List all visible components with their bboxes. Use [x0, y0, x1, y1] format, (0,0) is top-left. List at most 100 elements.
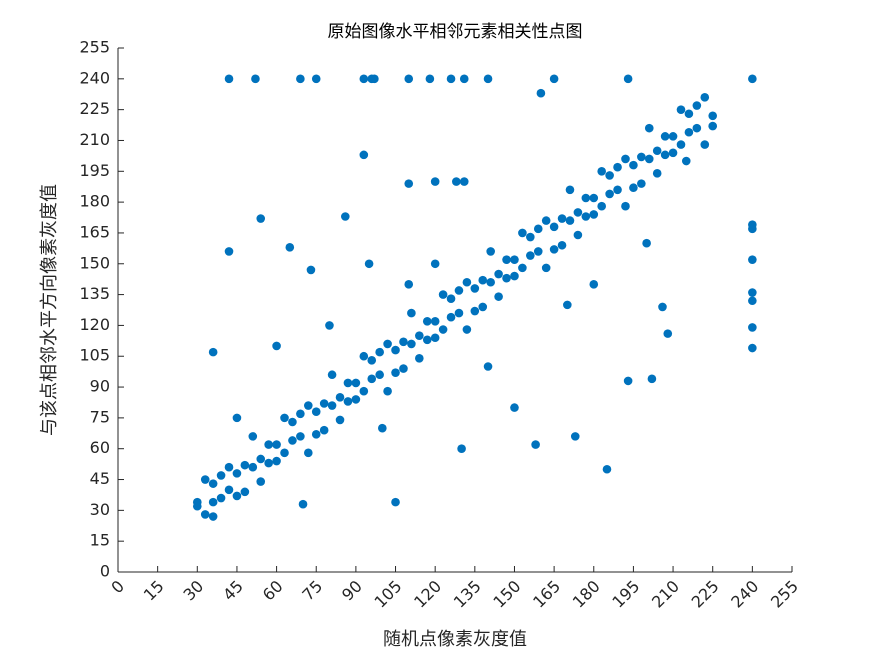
y-tick-label: 15 [90, 531, 110, 550]
point [708, 111, 718, 121]
x-tick-label: 45 [219, 577, 247, 605]
x-tick-label: 225 [688, 577, 723, 612]
point [684, 109, 694, 119]
point [589, 280, 599, 289]
point [642, 238, 651, 248]
point [378, 423, 387, 433]
point [647, 374, 657, 384]
point [446, 312, 456, 322]
point [325, 321, 334, 330]
point [533, 247, 543, 256]
point [573, 208, 583, 217]
point [470, 306, 480, 316]
point [526, 251, 535, 260]
point [549, 222, 559, 232]
point [470, 284, 480, 293]
point [748, 296, 757, 306]
y-tick-label: 60 [90, 438, 110, 457]
point [563, 300, 572, 310]
point [581, 193, 591, 203]
y-tick-label: 150 [79, 253, 110, 272]
point [483, 362, 493, 371]
point [364, 259, 374, 269]
point [613, 162, 622, 172]
point [676, 105, 686, 114]
point [536, 88, 546, 98]
point [383, 339, 392, 349]
point [248, 432, 258, 441]
point [494, 292, 503, 301]
point [459, 177, 469, 186]
point [748, 343, 757, 353]
point [652, 169, 662, 178]
point [224, 74, 234, 84]
point [425, 74, 435, 84]
point [192, 497, 202, 507]
point [296, 74, 305, 84]
point [200, 510, 210, 519]
point [404, 179, 414, 188]
point [304, 401, 313, 410]
point [298, 499, 308, 509]
point [681, 156, 691, 166]
point [280, 448, 289, 458]
point [510, 403, 519, 412]
x-tick-label: 240 [727, 577, 762, 612]
point [700, 140, 710, 149]
point [438, 325, 448, 334]
point [557, 240, 567, 250]
y-tick-label: 165 [79, 222, 110, 241]
y-tick-label: 195 [79, 161, 110, 180]
point [526, 232, 535, 242]
point [581, 212, 591, 221]
point [272, 341, 281, 351]
y-axis-label: 与该点相邻水平方向像素灰度值 [39, 184, 60, 436]
y-tick-label: 240 [79, 68, 110, 87]
point [216, 471, 226, 480]
point [422, 335, 432, 345]
y-tick-label: 135 [79, 284, 110, 303]
point [623, 74, 633, 84]
point [383, 386, 392, 396]
point [256, 214, 266, 223]
point [375, 347, 384, 357]
point [208, 479, 218, 488]
x-tick-label: 150 [489, 577, 524, 612]
y-tick-label: 210 [79, 130, 110, 149]
point [565, 216, 575, 225]
point [327, 370, 337, 380]
point [597, 166, 606, 176]
point [430, 259, 440, 269]
point [446, 74, 456, 84]
point [208, 497, 218, 507]
point [531, 440, 540, 449]
point [668, 132, 678, 141]
y-tick-label: 180 [79, 192, 110, 211]
point [644, 154, 654, 164]
point [343, 397, 353, 406]
point [248, 462, 258, 472]
y-tick-label: 255 [79, 38, 110, 57]
point [359, 351, 369, 361]
x-tick-label: 165 [529, 577, 564, 612]
chart-title: 原始图像水平相邻元素相关性点图 [328, 22, 583, 42]
y-tick-label: 90 [90, 377, 110, 396]
point [748, 323, 757, 332]
point [240, 487, 250, 497]
point [459, 74, 469, 84]
point [692, 101, 702, 110]
point [557, 214, 567, 223]
point [700, 93, 710, 102]
point [391, 345, 400, 355]
point [570, 432, 580, 441]
point [296, 432, 305, 441]
point [272, 456, 281, 466]
x-tick-label: 0 [107, 577, 128, 598]
point [457, 444, 466, 454]
point [319, 399, 329, 408]
point [692, 123, 702, 133]
point [502, 255, 511, 264]
point [415, 331, 424, 340]
point [541, 263, 551, 273]
point [518, 263, 527, 273]
